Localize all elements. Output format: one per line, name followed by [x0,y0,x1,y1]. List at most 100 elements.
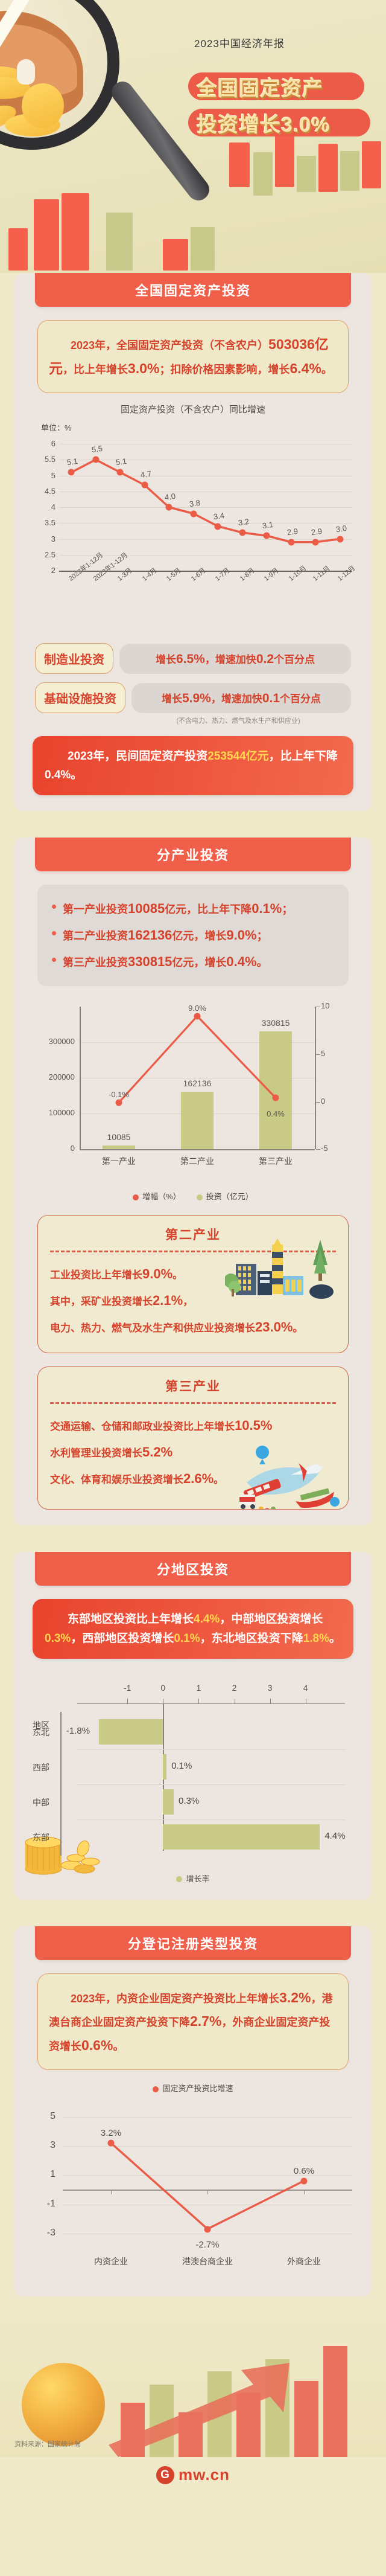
y-axis-right-tickmark [316,1149,320,1150]
data-point [115,1099,122,1106]
list-item: 第三产业投资330815亿元，增长0.4%。 [51,949,335,975]
data-point [92,456,100,463]
data-point [337,536,344,543]
section-2-bullet-card: 第一产业投资10085亿元，比上年下降0.1%； 第二产业投资162136亿元，… [37,885,349,987]
x-axis-tickmark [207,2190,208,2195]
y-axis-right-tick: -5 [321,1144,328,1153]
y-axis-tick: 4.5 [44,486,55,496]
axis-name-label: 地区 [33,1720,49,1730]
section-3-summary-text: 东部地区投资比上年增长4.4%，中部地区投资增长0.3%，西部地区投资增长0.1… [45,1613,341,1645]
x-axis-tick: 3 [267,1682,273,1693]
pill-infrastructure-note: (不含电力、热力、燃气及水生产和供应业) [176,717,300,725]
section-1-title: 全国固定资产投资 [35,273,351,307]
brand-footer: G mw.cn [0,2457,386,2491]
y-axis-tick: 2.5 [44,549,55,559]
x-axis-category-label: 第二产业 [180,1156,214,1167]
x-axis-category-label: 内资企业 [94,2257,128,2267]
x-axis-line [59,571,352,572]
data-point-label: 5.1 [115,457,128,467]
growth-line-series [118,1014,277,1104]
hero-title-line-1-text: 全国固定资产 [197,77,323,100]
gridline [80,1042,315,1043]
bar-value-label: 10085 [107,1132,131,1142]
chart-1-unit-label: 单位：% [41,423,72,433]
y-axis-category-label: 东北 [33,1727,49,1737]
y-axis-category-label: 中部 [33,1797,49,1807]
legend-item-investment: 投资（亿元） [196,1190,253,1202]
chart-4-legend: 固定资产投资比增速 [14,2082,372,2094]
y-axis-right-tickmark [316,1101,320,1103]
gridline [59,523,352,524]
data-point [107,2139,115,2147]
y-axis-tick: 3 [50,2140,55,2151]
data-point [239,529,246,536]
data-point-label: -2.7% [195,2239,220,2250]
x-axis-tickmark [304,2190,305,2195]
data-point-label: 5.5 [90,444,103,455]
footer-illustration: 资料来源：国家统计局 [0,2312,386,2458]
bar-value-label: 330815 [261,1018,290,1028]
pill-manufacturing-value: 增长6.5%，增速加快0.2个百分点 [119,643,351,674]
y-axis-tick: 5.5 [44,455,55,464]
data-point-label: 3.0 [335,523,347,534]
section-industry-investment: 分产业投资 第一产业投资10085亿元，比上年下降0.1%； 第二产业投资162… [14,838,372,1526]
x-axis-tickmark [127,1698,128,1703]
bar-value-label: 0.1% [171,1760,192,1771]
bar [163,1754,167,1780]
data-point [263,532,270,539]
y-axis-tick: 3.5 [44,518,55,528]
pill-row-infrastructure: 基础设施投资 增长5.9%，增速加快0.1个百分点 [35,682,351,714]
data-point-label: 3.2 [237,516,250,528]
data-point-label: 4.7 [139,469,152,480]
data-point [214,523,221,530]
y-axis-right-tick: 0 [321,1096,326,1106]
bar [259,1031,292,1150]
hero-kicker: 2023中国经济年报 [194,38,285,50]
brand-text: mw.cn [179,2465,230,2484]
data-point [312,539,319,546]
x-axis-tick: 4 [303,1682,308,1693]
section-4-title: 分登记注册类型投资 [35,1926,351,1960]
divider [50,1402,336,1405]
secondary-industry-line-3: 电力、热力、燃气及水生产和供应业投资增长23.0%。 [50,1319,303,1335]
magnifier-glass-icon [0,0,119,150]
brand-logo: G mw.cn [156,2465,230,2484]
y-axis-right-tickmark [316,1054,320,1056]
gridline [77,1819,345,1820]
y-axis-tick: 5 [51,470,55,480]
data-point [68,469,75,476]
data-point [194,1013,201,1020]
chart-3-legend: 增长率 [14,1873,372,1884]
y-axis-left-tick: 300000 [48,1037,75,1046]
data-point-label: 3.2% [100,2128,122,2139]
chart-2-legend: 增幅（%） 投资（亿元） [14,1190,372,1202]
gridline [59,554,352,556]
logistics-illustration-icon [239,1446,340,1510]
y-axis-category-label: 西部 [33,1762,49,1772]
hero-title-line-2-text: 投资增长3.0% [197,113,331,136]
bar-value-label: 0.3% [179,1795,200,1806]
y-axis-right-line [315,1007,316,1150]
y-axis-tick: 4 [51,502,55,512]
section-national-fai: 全国固定资产投资 2023年，全国固定资产投资（不含农户）503036亿元，比上… [14,273,372,812]
section-4-summary-card: 2023年，内资企业固定资产投资比上年增长3.2%，港澳台商企业固定资产投资下降… [37,1973,349,2071]
secondary-industry-line-1: 工业投资比上年增长9.0%。 [50,1266,183,1282]
source-note: 资料来源：国家统计局 [14,2441,81,2449]
data-point-label: 2.9 [311,526,323,537]
x-axis-tickmark [111,2190,112,2195]
gridline [77,1784,345,1785]
section-2-title: 分产业投资 [35,838,351,872]
category-axis-line [60,1711,62,1856]
gridline [59,507,352,508]
y-axis-tick: 1 [50,2169,55,2180]
hero-title-line-2: 投资增长3.0% [188,109,370,136]
data-point-label: 5.1 [66,457,79,467]
divider [50,1251,336,1253]
chart-region-growth: -1 0 1 2 3 4 地区 东北 -1.8% 西部 0.1% 中部 0.3% 东部 4.4% [24,1671,362,1875]
data-point [272,1094,279,1101]
data-point [288,539,295,546]
y-axis-tick: -1 [46,2198,55,2209]
footer-bars-and-arrow [109,2346,347,2458]
coin-stack-illustration-icon [25,1836,100,1875]
y-axis-tick: -3 [46,2227,55,2238]
